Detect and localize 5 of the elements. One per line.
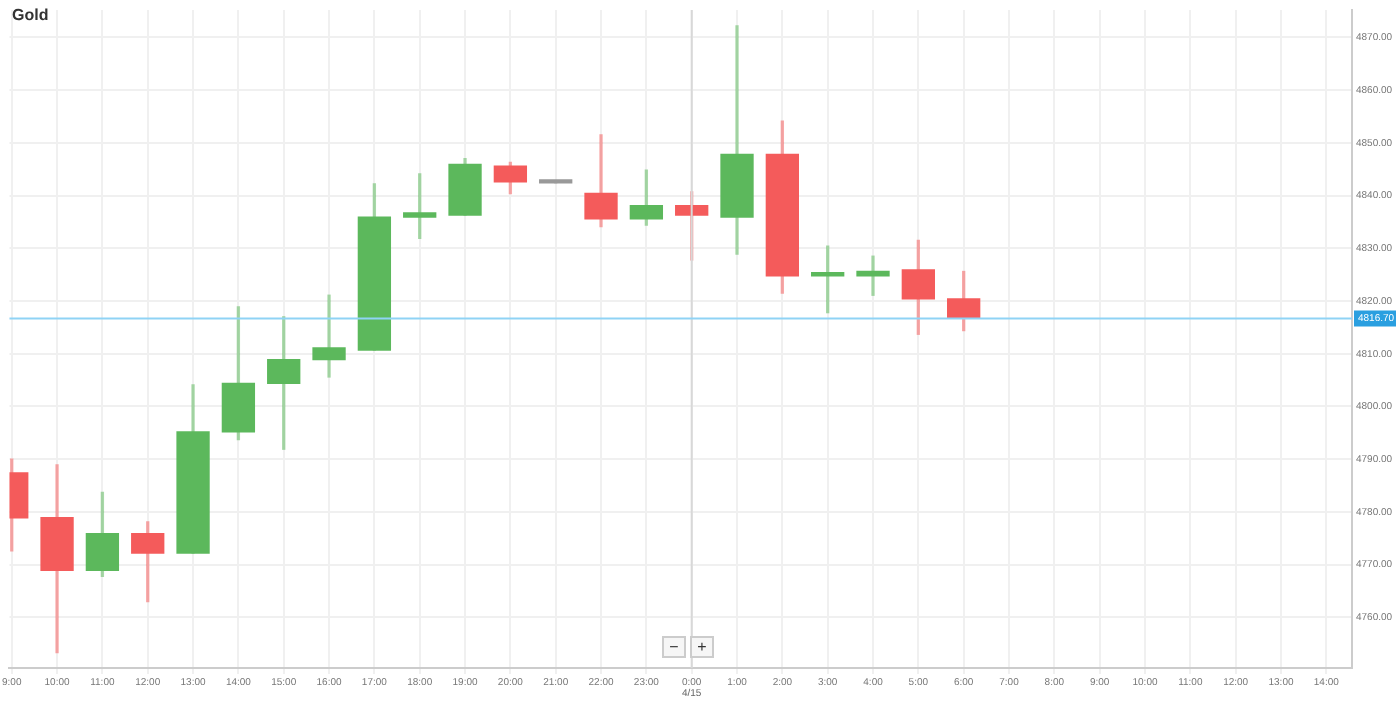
zoom-out-button: −	[662, 636, 686, 658]
candlestick	[856, 255, 890, 296]
zoom-in-button: +	[690, 636, 714, 658]
candlestick	[312, 294, 346, 378]
chart-title: Gold	[12, 6, 49, 24]
